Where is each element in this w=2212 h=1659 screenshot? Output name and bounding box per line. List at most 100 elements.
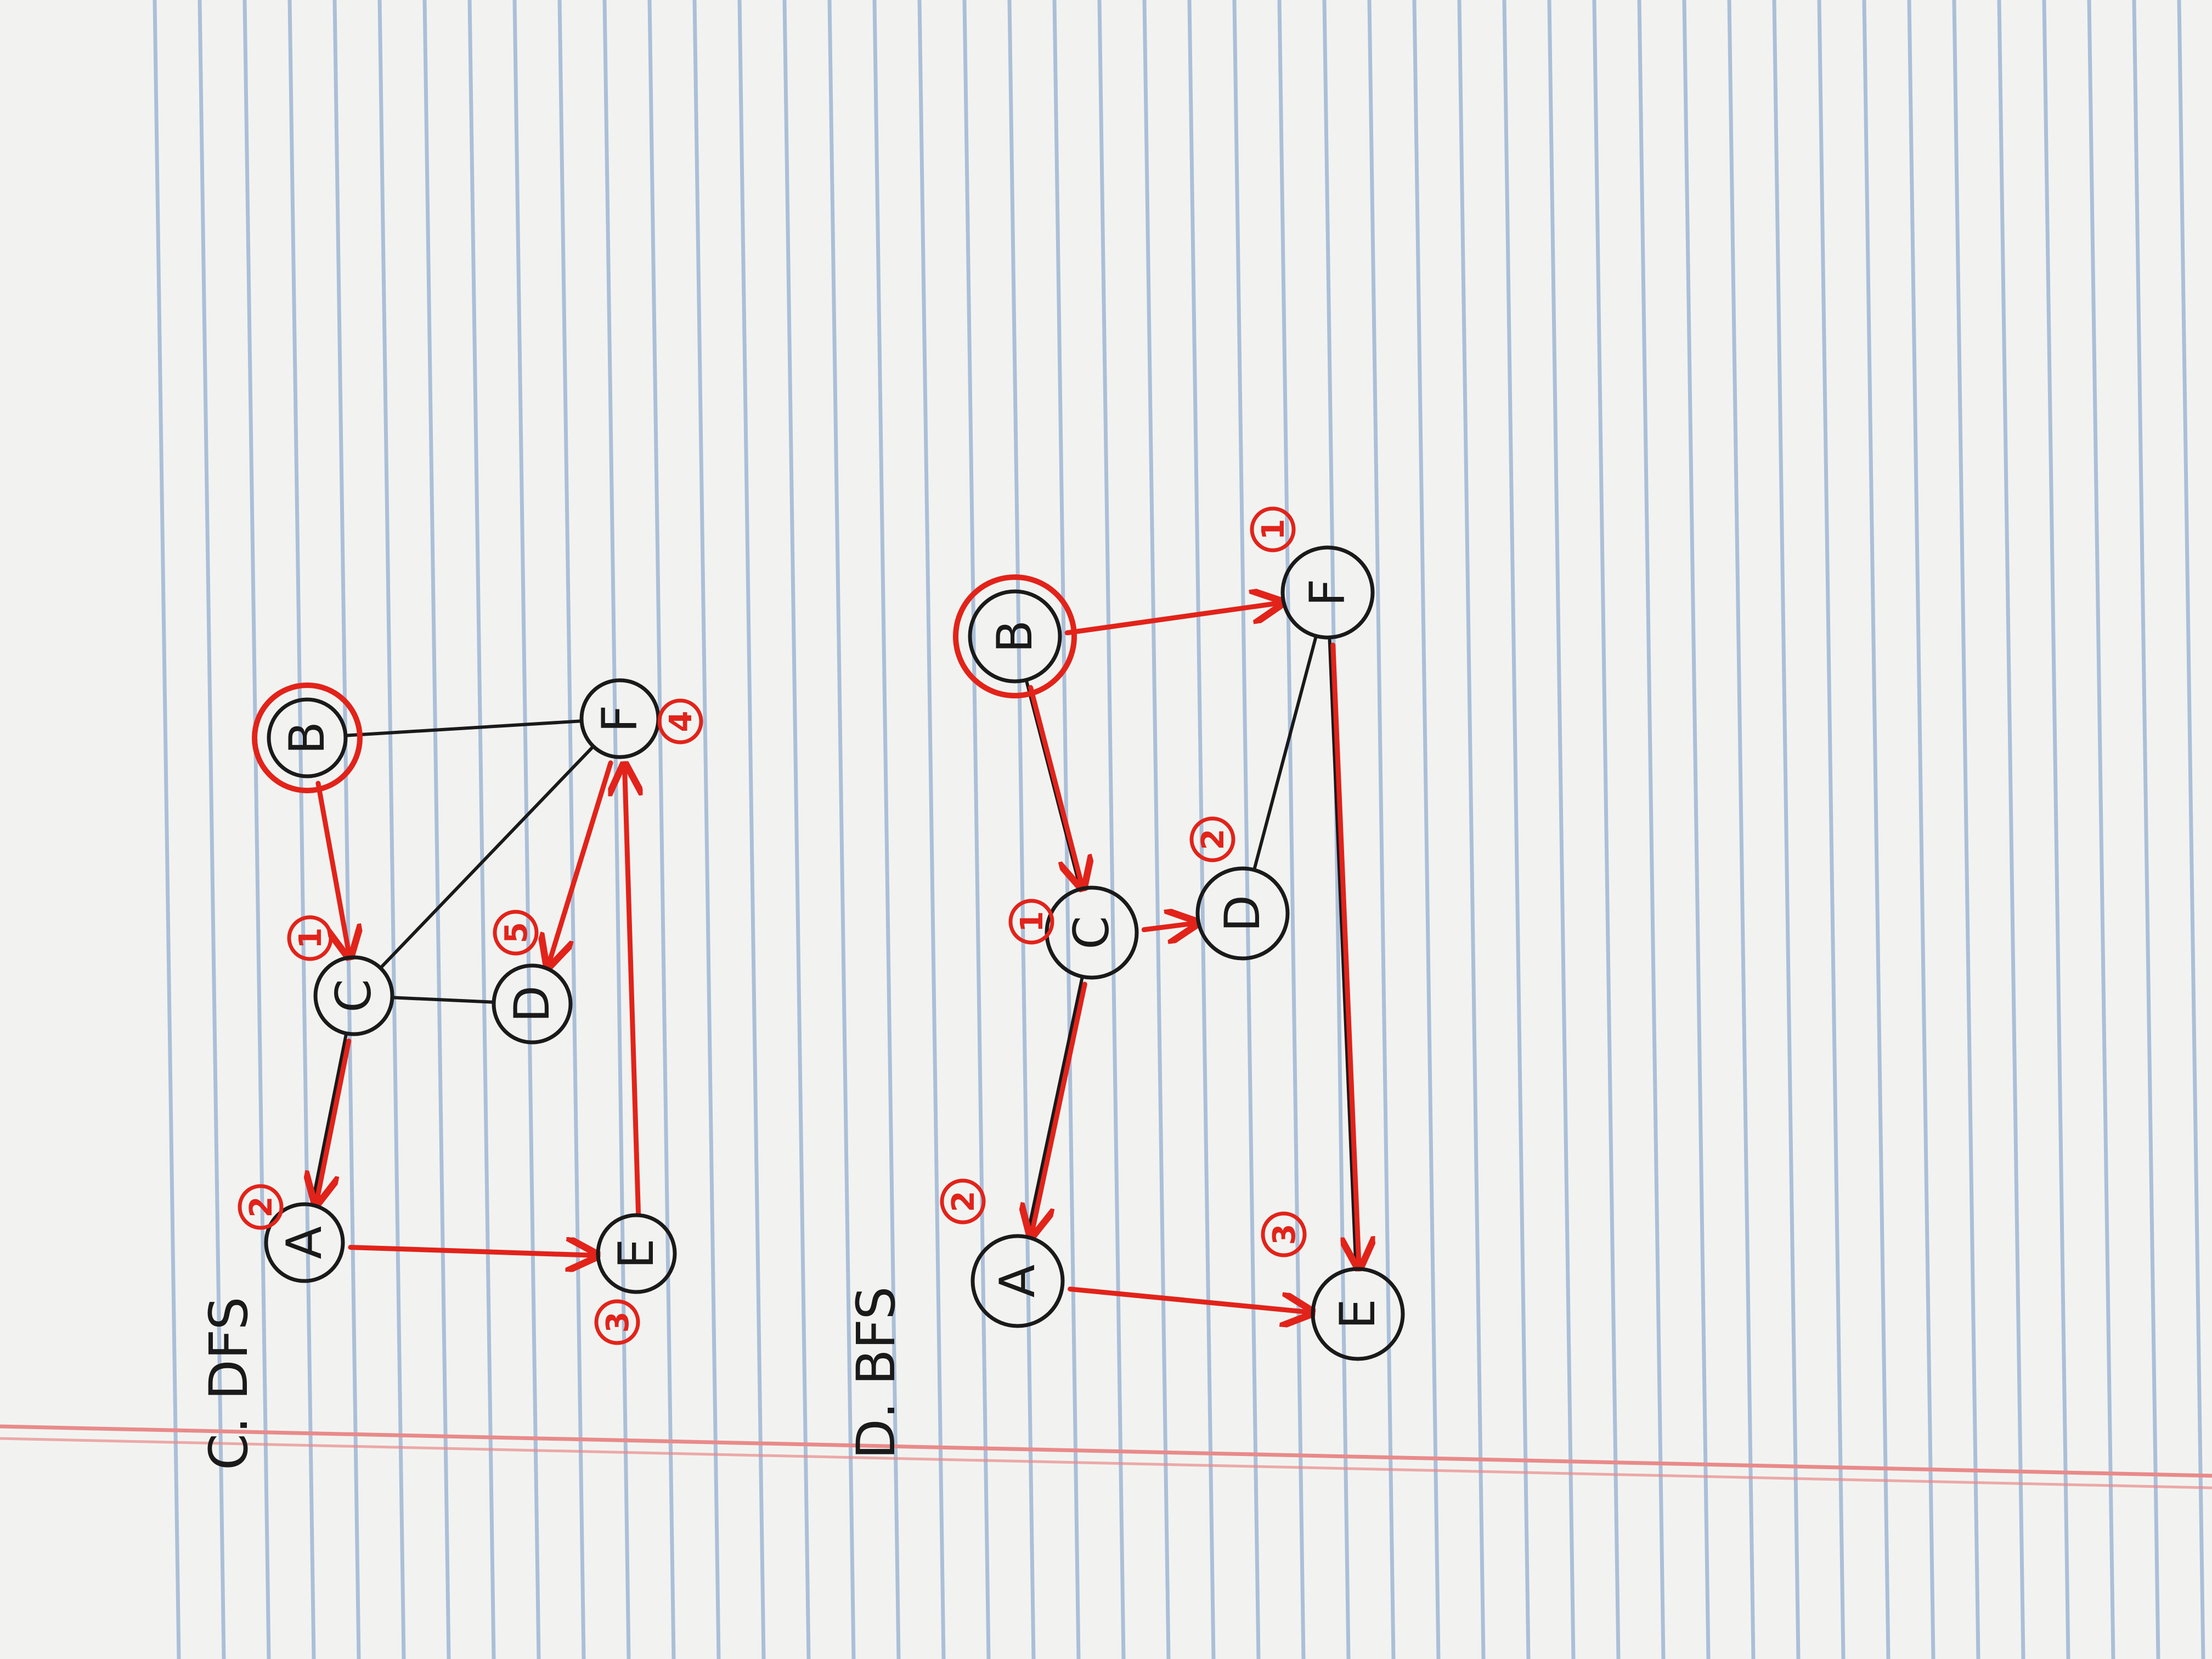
ruled-line (692, 0, 721, 1659)
traversal-arrow (1068, 1286, 1312, 1313)
node-label: D (1214, 895, 1271, 932)
dfs-heading: C. DFS (198, 1297, 259, 1470)
node-label: F (1299, 579, 1356, 607)
ruled-line (1367, 0, 1396, 1659)
node-label: B (986, 620, 1043, 653)
order-badge (940, 1178, 986, 1224)
order-number: 5 (499, 922, 534, 944)
node-label: E (608, 1238, 664, 1269)
graph-edge (1328, 635, 1358, 1271)
traversal-arrow (316, 1038, 352, 1204)
ruled-line (1997, 0, 2025, 1659)
ruled-line (242, 0, 271, 1659)
ruled-line (198, 0, 226, 1659)
node-label: F (591, 705, 648, 733)
ruled-line (1862, 0, 1891, 1659)
traversal-arrow (548, 760, 613, 967)
graph-node (596, 1213, 677, 1294)
ruled-line (1682, 0, 1711, 1659)
traversal-arrow (1028, 685, 1083, 888)
order-badge (1189, 816, 1235, 862)
node-label: C (325, 979, 382, 1012)
traversal-arrow (1031, 981, 1087, 1236)
ruled-line (467, 0, 496, 1659)
traversal-arrow (624, 765, 638, 1217)
graph-node (492, 963, 573, 1045)
bfs-heading: D. BFS (845, 1286, 907, 1459)
ruled-line (1547, 0, 1576, 1659)
ruled-line (377, 0, 406, 1659)
graph-edge (310, 1031, 348, 1207)
ruled-line (1007, 0, 1036, 1659)
graph-edge (343, 719, 584, 737)
graph-edge (390, 996, 496, 1004)
traversal-arrow (1141, 923, 1197, 929)
ruled-line (2132, 0, 2160, 1659)
order-badge (493, 910, 539, 956)
dfs-graph: C. DFS A B C D E F 1 2 3 4 5 (198, 678, 703, 1470)
order-number: 1 (1256, 519, 1291, 540)
ruled-line (1637, 0, 1666, 1659)
graph-edge (1252, 634, 1318, 872)
node-label: B (279, 721, 335, 754)
margin-line (0, 1424, 2212, 1489)
graph-node (264, 1202, 345, 1283)
graph-node (1280, 545, 1375, 640)
order-number: 2 (1195, 829, 1231, 850)
ruled-lines (153, 0, 2205, 1659)
order-badge (594, 1299, 640, 1345)
ruled-line (827, 0, 856, 1659)
graph-node (313, 955, 394, 1036)
ruled-line (1277, 0, 1306, 1659)
ruled-line (1952, 0, 1980, 1659)
ruled-line (1232, 0, 1261, 1659)
order-badge (1261, 1211, 1307, 1257)
ruled-line (1772, 0, 1801, 1659)
order-number: 2 (946, 1191, 981, 1212)
start-node-highlight (953, 574, 1077, 698)
ruled-line (2042, 0, 2070, 1659)
graph-node (267, 697, 348, 778)
graph-node (970, 1234, 1065, 1328)
order-number: 3 (1267, 1224, 1302, 1245)
ruled-line (2177, 0, 2205, 1659)
node-label: C (1063, 916, 1120, 949)
traversal-arrow (1330, 642, 1359, 1268)
node-label: D (504, 985, 560, 1023)
ruled-line (557, 0, 586, 1659)
graph-edge (379, 744, 595, 970)
order-number: 2 (244, 1197, 279, 1218)
ruled-line (782, 0, 811, 1659)
order-badge (1250, 506, 1296, 552)
margin-line-stroke (0, 1424, 2212, 1478)
order-badge (238, 1184, 284, 1230)
order-number: 1 (1014, 911, 1050, 933)
ruled-line (1187, 0, 1216, 1659)
node-label: A (989, 1265, 1046, 1297)
order-badge (1008, 899, 1054, 945)
order-badge (287, 915, 333, 961)
ruled-line (1457, 0, 1486, 1659)
ruled-line (1502, 0, 1531, 1659)
ruled-line (153, 0, 181, 1659)
ruled-line (602, 0, 631, 1659)
ruled-line (1907, 0, 1936, 1659)
ruled-line (332, 0, 361, 1659)
ruled-line (647, 0, 676, 1659)
graph-node (1311, 1267, 1405, 1361)
ruled-line (917, 0, 946, 1659)
node-label: A (276, 1226, 332, 1259)
ruled-line (1097, 0, 1126, 1659)
ruled-line (1592, 0, 1621, 1659)
traversal-arrow (1064, 603, 1282, 635)
ruled-line (287, 0, 316, 1659)
order-number: 3 (600, 1312, 636, 1333)
ruled-line (872, 0, 901, 1659)
start-node-highlight (252, 682, 363, 793)
bfs-graph: D. BFS A B C D E F 1 1 2 2 3 (845, 506, 1405, 1459)
graph-node (1045, 885, 1139, 980)
node-label: E (1329, 1299, 1386, 1329)
ruled-line (422, 0, 451, 1659)
graph-node (968, 589, 1062, 684)
